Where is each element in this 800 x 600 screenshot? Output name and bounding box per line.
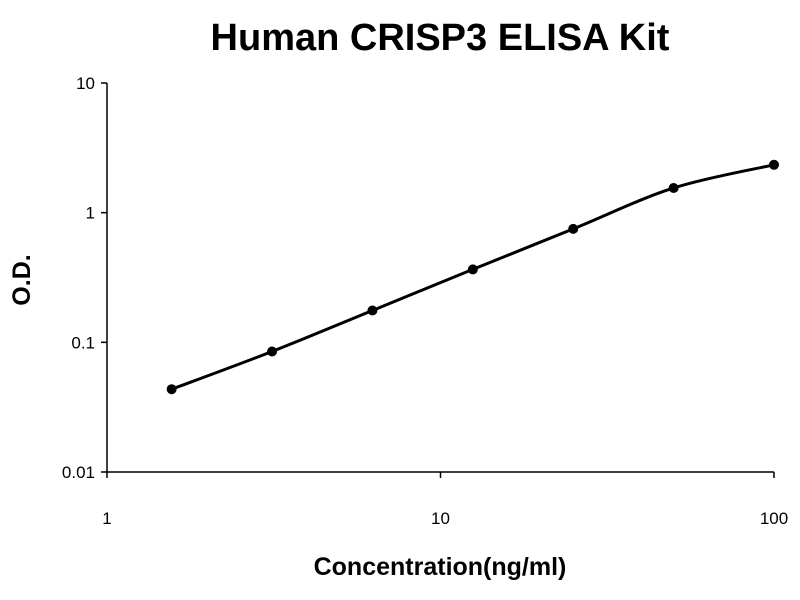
x-tick-label: 10 bbox=[431, 509, 450, 528]
data-point bbox=[568, 223, 579, 234]
y-tick-label: 0.01 bbox=[62, 463, 95, 482]
y-tick-label: 1 bbox=[86, 204, 95, 223]
x-tick-label: 100 bbox=[760, 509, 788, 528]
y-tick-label: 10 bbox=[76, 74, 95, 93]
x-tick-label: 1 bbox=[102, 509, 111, 528]
y-axis-label: O.D. bbox=[8, 254, 36, 305]
data-point bbox=[769, 159, 779, 170]
y-tick-label: 0.1 bbox=[71, 333, 95, 352]
data-point bbox=[367, 305, 378, 316]
data-point bbox=[267, 346, 278, 357]
curve bbox=[171, 163, 775, 391]
data-point bbox=[668, 182, 679, 193]
data-point bbox=[166, 384, 177, 395]
x-axis-label: Concentration(ng/ml) bbox=[314, 553, 567, 581]
data-point bbox=[467, 264, 478, 275]
chart-title: Human CRISP3 ELISA Kit bbox=[211, 17, 670, 59]
